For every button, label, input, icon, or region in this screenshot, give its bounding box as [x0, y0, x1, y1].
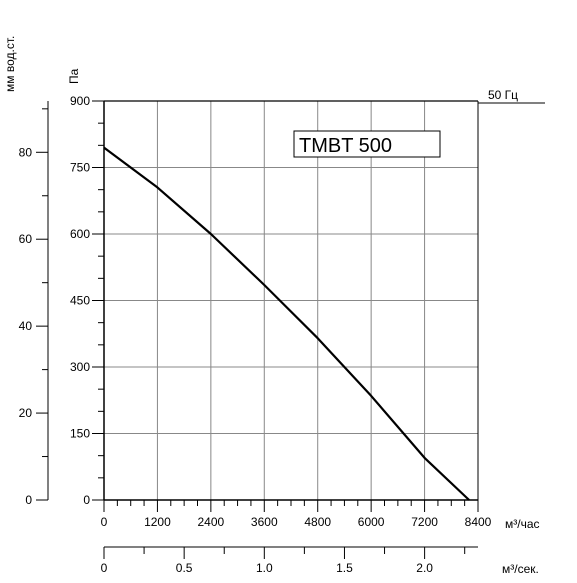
pa-tick-label: 750	[70, 161, 90, 175]
m3s-tick-label: 1.5	[336, 561, 353, 575]
m3h-tick-label: 1200	[144, 515, 171, 529]
model-label: TMBT 500	[299, 135, 392, 157]
pa-tick-label: 600	[70, 227, 90, 241]
pa-tick-label: 450	[70, 294, 90, 308]
grid-lines	[104, 101, 478, 500]
x-unit-secondary: м³/сек.	[502, 562, 539, 576]
pa-tick-label: 900	[70, 94, 90, 108]
m3s-tick-label: 2.0	[416, 561, 433, 575]
m3h-tick-label: 6000	[358, 515, 385, 529]
m3h-tick-label: 3600	[251, 515, 278, 529]
m3s-tick-label: 0.5	[176, 561, 193, 575]
mm-tick-label: 80	[19, 145, 33, 159]
m3h-tick-label: 7200	[411, 515, 438, 529]
pa-tick-label: 150	[70, 427, 90, 441]
x-unit-primary: м³/час	[505, 517, 540, 531]
pa-tick-label: 0	[83, 493, 90, 507]
pa-tick-label: 300	[70, 360, 90, 374]
pressure-pa-axis: 0 150 300 450 600 750 900	[70, 94, 104, 507]
airflow-m3s-axis: 0 0.5 1.0 1.5 2.0	[101, 546, 478, 575]
m3h-tick-label: 8400	[465, 515, 492, 529]
chart-labels: TMBT 500 50 Гц м³/час м³/сек. мм вод.ст.…	[3, 36, 545, 576]
y-unit-right: Па	[67, 68, 81, 84]
performance-curve-group	[103, 146, 470, 501]
m3s-tick-label: 1.0	[256, 561, 273, 575]
mm-tick-label: 40	[19, 319, 33, 333]
m3h-tick-label: 0	[101, 515, 108, 529]
airflow-m3h-axis: 0 1200 2400 3600 4800 6000 7200 8400	[101, 500, 492, 529]
y-unit-left: мм вод.ст.	[3, 36, 17, 92]
m3h-tick-label: 2400	[198, 515, 225, 529]
m3s-tick-label: 0	[101, 561, 108, 575]
m3h-tick-label: 4800	[304, 515, 331, 529]
mm-tick-label: 0	[25, 493, 32, 507]
model-label-box	[293, 130, 441, 158]
pressure-mm-axis: 0 20 40 60 80	[19, 101, 49, 507]
mm-tick-label: 60	[19, 232, 33, 246]
frequency-label: 50 Гц	[488, 88, 518, 102]
mm-tick-label: 20	[19, 406, 33, 420]
performance-curve	[103, 146, 470, 501]
